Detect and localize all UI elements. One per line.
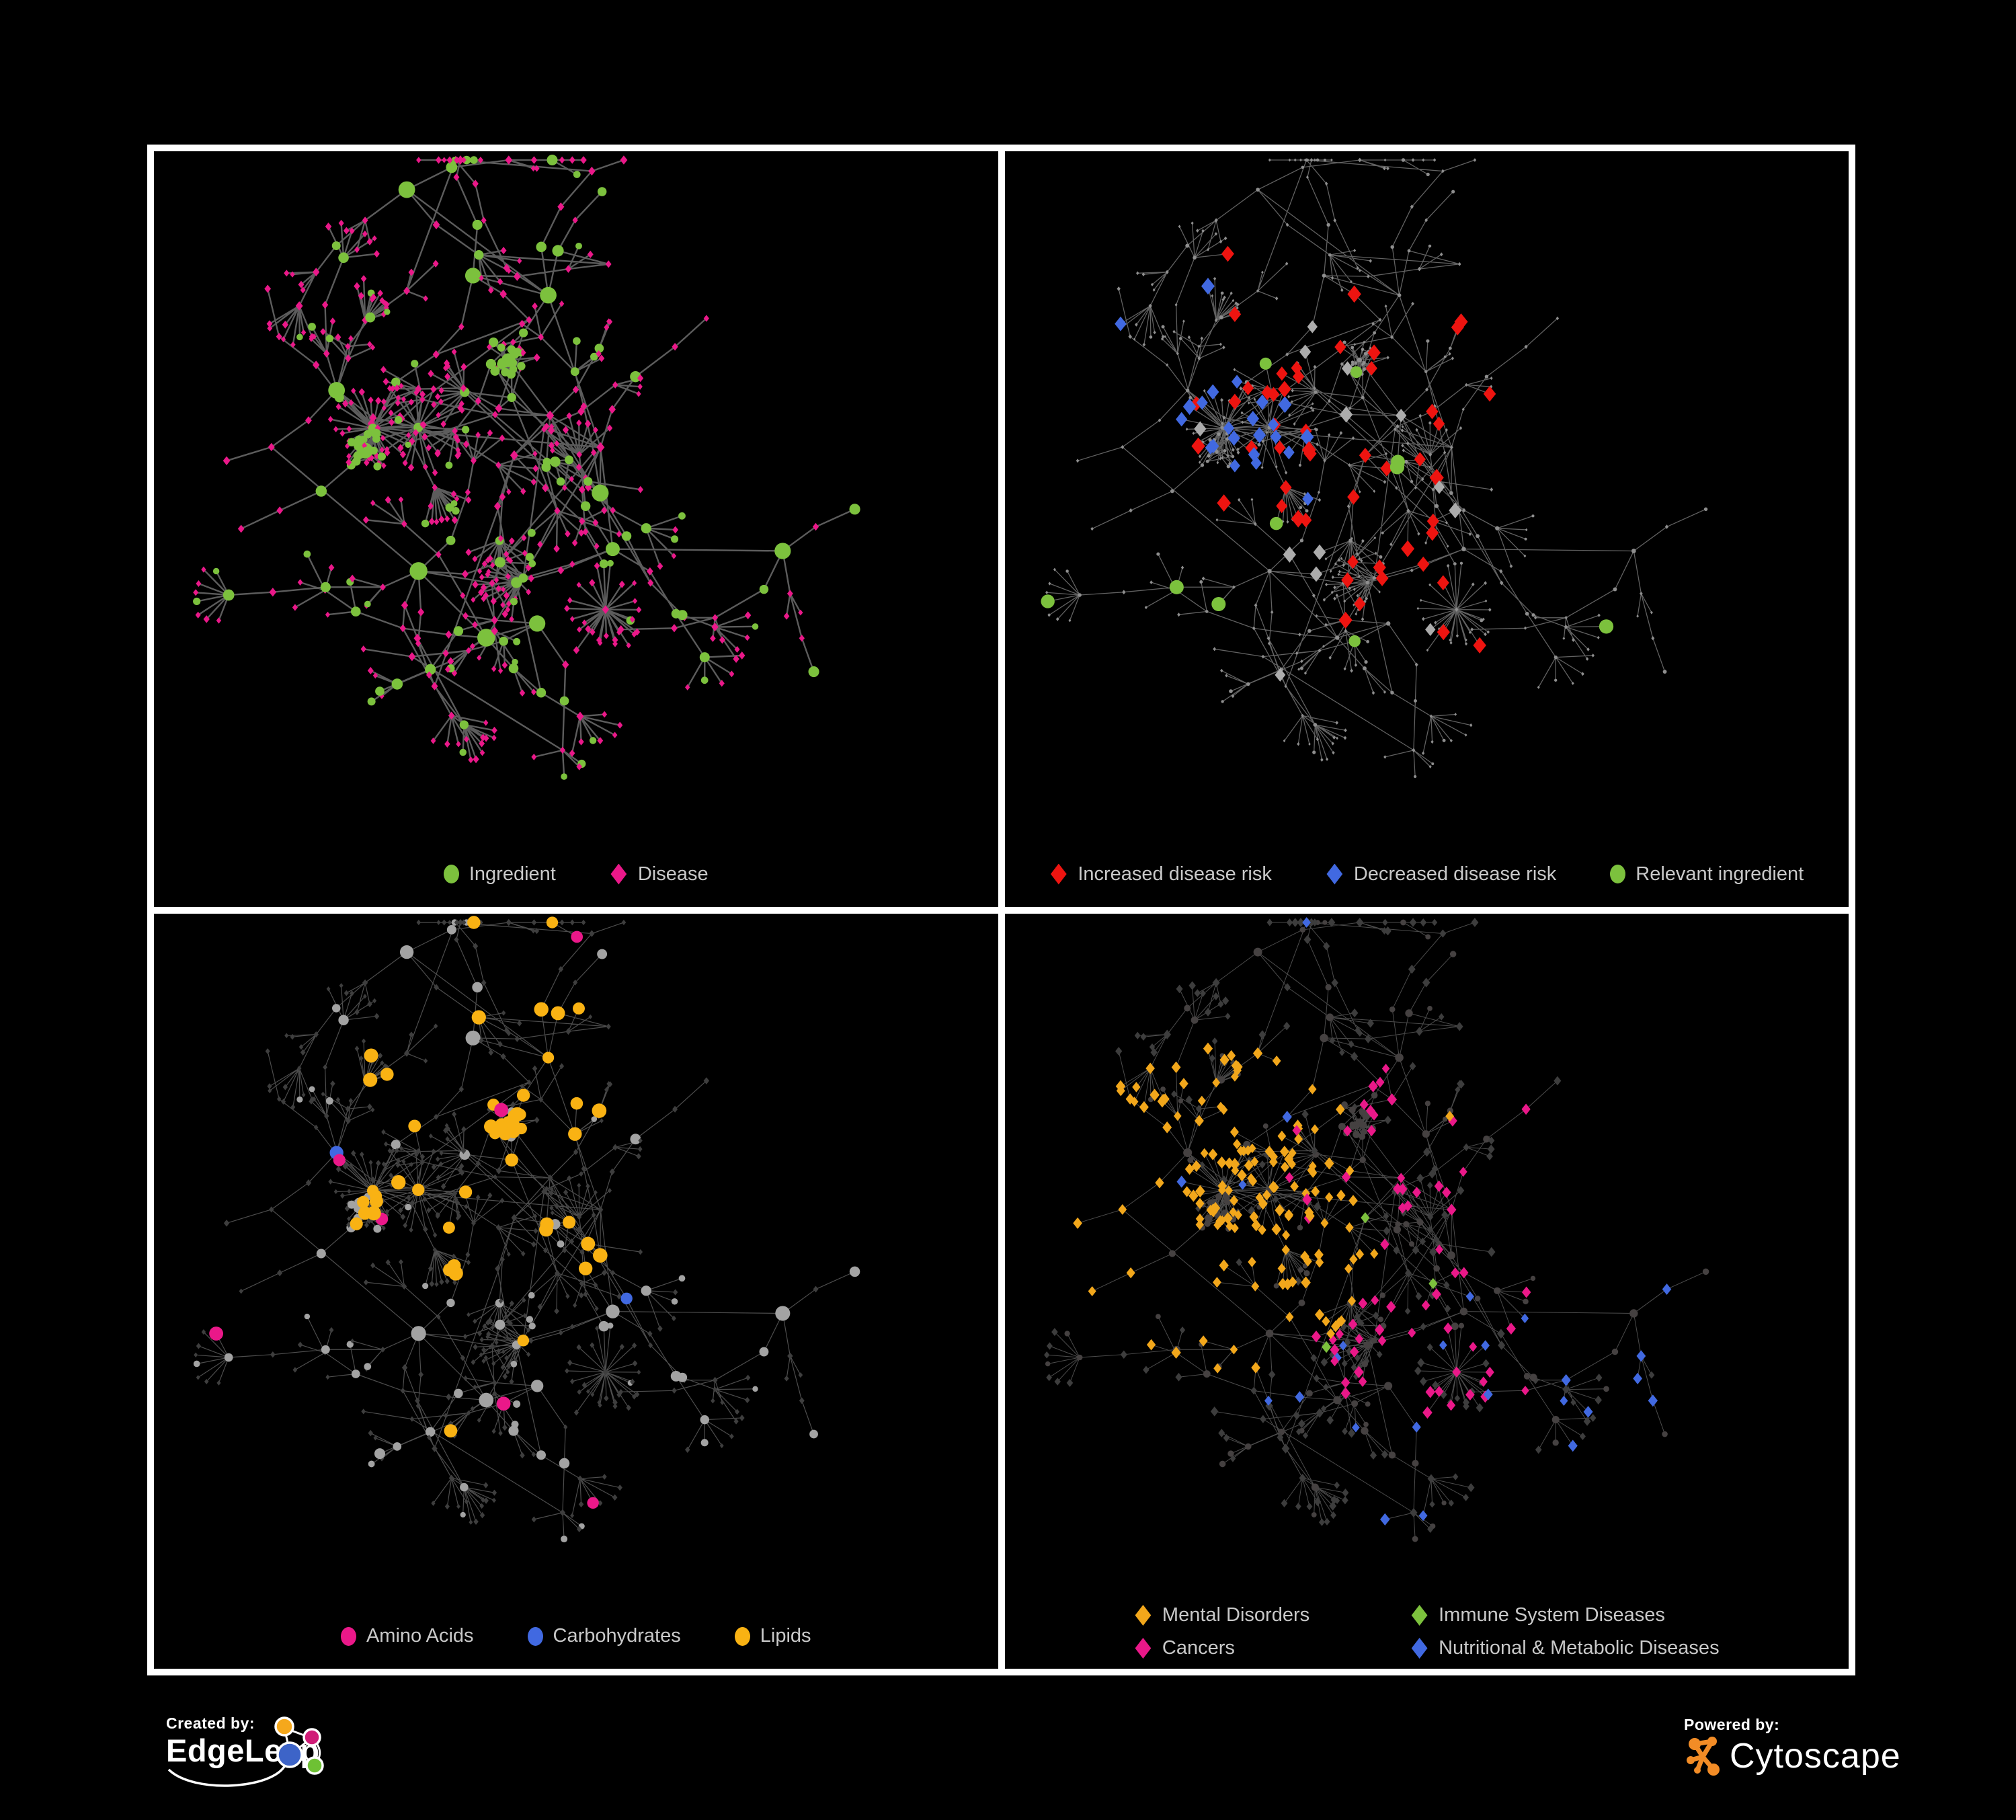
powered-by-block: Powered by: Cytoscape xyxy=(1684,1716,1901,1783)
legend-label: Mental Disorders xyxy=(1162,1604,1310,1626)
legend-label: Cancers xyxy=(1162,1637,1235,1659)
circle-marker xyxy=(734,1626,750,1646)
panel-disease-risk: Increased disease risk Decreased disease … xyxy=(1004,151,1849,907)
circle-marker xyxy=(1610,865,1626,883)
legend-item-disease: Disease xyxy=(610,863,709,885)
legend-label: Nutritional & Metabolic Diseases xyxy=(1439,1637,1720,1659)
created-by-label: Created by: xyxy=(166,1714,255,1732)
diamond-marker xyxy=(1050,863,1067,885)
legend-item-cancers: Cancers xyxy=(1134,1637,1309,1659)
legend-item-increased-disease-risk: Increased disease risk xyxy=(1049,863,1272,885)
panel-grid: Ingredient Disease Increased disease risk… xyxy=(147,145,1855,1675)
panel-ingredient-disease: Ingredient Disease xyxy=(154,151,998,907)
legend-item-relevant-ingredient: Relevant ingredient xyxy=(1610,863,1804,885)
circle-marker xyxy=(443,865,459,883)
legend-item-nutritional-metabolic-diseases: Nutritional & Metabolic Diseases xyxy=(1410,1637,1720,1659)
legend-item-carbohydrates: Carbohydrates xyxy=(527,1625,681,1647)
legend-label: Lipids xyxy=(760,1625,811,1647)
legend-label: Relevant ingredient xyxy=(1636,863,1804,885)
network-graph-disease-risk xyxy=(1040,157,1707,779)
network-graph-ingredient-disease xyxy=(193,155,860,780)
diamond-marker xyxy=(1411,1605,1428,1626)
legend-label: Ingredient xyxy=(469,863,556,885)
legend-ingredient-disease: Ingredient Disease xyxy=(154,863,998,885)
circle-marker xyxy=(527,1626,543,1646)
legend-item-lipids: Lipids xyxy=(734,1625,811,1647)
circle-marker xyxy=(340,1626,356,1646)
legend-disease-classes: Mental Disorders Cancers Immune System Dis… xyxy=(1005,1604,1849,1659)
network-graph-disease-classes xyxy=(1043,916,1709,1542)
legend-label: Disease xyxy=(637,863,709,885)
cytoscape-logo-icon xyxy=(1687,1737,1720,1776)
diamond-marker xyxy=(610,863,627,885)
cytoscape-brand-text: Cytoscape xyxy=(1730,1737,1901,1776)
legend-item-amino-acids: Amino Acids xyxy=(340,1625,474,1647)
legend-label: Amino Acids xyxy=(366,1625,474,1647)
legend-label: Immune System Diseases xyxy=(1439,1604,1665,1626)
legend-item-mental-disorders: Mental Disorders xyxy=(1134,1604,1309,1626)
diamond-marker xyxy=(1411,1638,1428,1659)
legend-item-immune-system-diseases: Immune System Diseases xyxy=(1410,1604,1719,1626)
diamond-marker xyxy=(1135,1605,1152,1626)
legend-item-decreased-disease-risk: Decreased disease risk xyxy=(1326,863,1556,885)
legend-nutrient-classes: Amino Acids Carbohydrates Lipids xyxy=(154,1625,998,1647)
legend-label: Carbohydrates xyxy=(553,1625,681,1647)
diamond-marker xyxy=(1326,863,1343,885)
legend-item-ingredient: Ingredient xyxy=(443,863,556,885)
legend-label: Increased disease risk xyxy=(1078,863,1272,885)
diamond-marker xyxy=(1135,1638,1152,1659)
edgeleap-logo-icon xyxy=(167,1716,324,1787)
network-graph-nutrient-classes xyxy=(193,915,860,1542)
panel-disease-classes: Mental Disorders Cancers Immune System Dis… xyxy=(1004,913,1849,1669)
legend-label: Decreased disease risk xyxy=(1353,863,1557,885)
created-by-block: Created by: EdgeLeap xyxy=(166,1714,374,1798)
legend-disease-risk: Increased disease risk Decreased disease … xyxy=(1005,863,1849,885)
panel-nutrient-classes: Amino Acids Carbohydrates Lipids xyxy=(154,913,998,1669)
powered-by-label: Powered by: xyxy=(1684,1716,1780,1733)
